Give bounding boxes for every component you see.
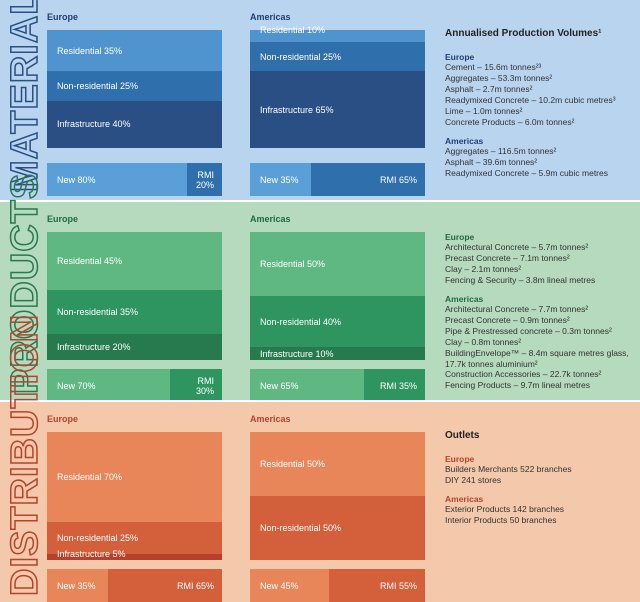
notes-item: Readymixed Concrete – 10.2m cubic metres… — [445, 95, 616, 105]
notes-item: Fencing & Security – 3.8m lineal metres — [445, 275, 596, 285]
segment-label: Non-residential 40% — [260, 316, 342, 327]
segment-label: Residential 50% — [260, 459, 326, 469]
notes-item: Concrete Products – 6.0m tonnes² — [445, 117, 575, 127]
notes-item: Pipe & Prestressed concrete – 0.3m tonne… — [445, 326, 612, 336]
segment-label: Residential 70% — [57, 471, 123, 482]
segment-label: Residential 10% — [260, 25, 326, 35]
notes-item: Construction Accessories – 22.7k tonnes² — [445, 369, 602, 379]
segment: Infrastructure 5% — [47, 549, 222, 560]
segment-label: Non-residential 35% — [57, 306, 139, 317]
split-bar: RMI 55% — [328, 569, 425, 602]
notes-heading: Americas — [445, 136, 484, 146]
split-bar: New 45% — [250, 569, 329, 602]
segment-label: Non-residential 25% — [260, 51, 342, 62]
notes-item: Clay – 2.1m tonnes² — [445, 264, 522, 274]
section: PRODUCTS Europe Residential 45% Non-residen… — [0, 172, 640, 402]
section: DISTRIBUTION Europe Residential 70% Non-res… — [0, 313, 640, 602]
segment: Non-residential 25% — [47, 521, 222, 554]
split-bar: New 70% — [47, 369, 170, 402]
notes-item: Precast Concrete – 7.1m tonnes² — [445, 253, 570, 263]
notes-item: Aggregates – 116.5m tonnes² — [445, 146, 557, 156]
notes-item: Exterior Products 142 branches — [445, 504, 565, 514]
notes-item: Precast Concrete – 0.9m tonnes² — [445, 315, 570, 325]
split-bar: RMI 65% — [311, 163, 425, 196]
segment: Infrastructure 10% — [250, 347, 425, 360]
segment: Infrastructure 65% — [250, 71, 425, 148]
notes-title: Annualised Production Volumes¹ — [445, 28, 602, 39]
segment-label: Infrastructure 10% — [260, 348, 334, 359]
region-header: Americas — [250, 414, 291, 424]
segment: Residential 50% — [250, 232, 425, 296]
segment-label: Non-residential 25% — [57, 81, 139, 92]
segment: Infrastructure 20% — [47, 334, 222, 360]
split-bar: RMI 35% — [363, 369, 425, 402]
segment: Residential 45% — [47, 232, 222, 290]
segment-label: Non-residential 50% — [260, 523, 342, 533]
notes-item: BuildingEnvelope™ – 8.4m square metres g… — [445, 348, 629, 369]
notes-item: Architectural Concrete – 7.7m tonnes² — [445, 304, 589, 314]
notes-item: Fencing Products – 9.7m lineal metres — [445, 380, 591, 390]
notes-heading: Europe — [445, 454, 475, 464]
segment: Residential 10% — [250, 25, 425, 42]
split-bar: RMI 65% — [108, 569, 222, 602]
notes-item: Clay – 0.8m tonnes² — [445, 337, 522, 347]
segment-label: Infrastructure 5% — [57, 548, 126, 559]
segment-label: Non-residential 25% — [57, 532, 139, 543]
notes-heading: Europe — [445, 52, 475, 62]
segment: Residential 50% — [250, 432, 425, 496]
segment-label: Residential 35% — [57, 45, 123, 56]
segment-label: Residential 50% — [260, 259, 326, 269]
segment-label: Infrastructure 20% — [57, 342, 131, 353]
notes-item: Readymixed Concrete – 5.9m cubic metres — [445, 168, 608, 178]
notes-item: Aggregates – 53.3m tonnes² — [445, 73, 553, 83]
split-bar: RMI 30% — [169, 369, 222, 402]
region-header: Europe — [47, 214, 79, 224]
split-bar: RMI 20% — [187, 163, 222, 196]
section-title: MATERIALS — [3, 0, 47, 193]
segment: Non-residential 40% — [250, 296, 425, 348]
region-header: Americas — [250, 214, 291, 224]
notes-item: Architectural Concrete – 5.7m tonnes² — [445, 242, 589, 252]
notes-item: Cement – 15.6m tonnes²³ — [445, 62, 542, 72]
segment: Residential 35% — [47, 30, 222, 72]
section-title: DISTRIBUTION — [3, 313, 47, 597]
notes-item: Asphalt – 39.6m tonnes² — [445, 157, 538, 167]
notes-heading: Americas — [445, 294, 484, 304]
segment-label: Residential 45% — [57, 255, 123, 266]
segment: Infrastructure 40% — [47, 100, 222, 148]
notes-item: Interior Products 50 branches — [445, 515, 557, 525]
notes-heading: Europe — [445, 232, 475, 242]
notes-item: Builders Merchants 522 branches — [445, 464, 572, 474]
section: MATERIALS Europe Residential 35% Non-reside… — [0, 0, 640, 200]
region-header: Europe — [47, 12, 79, 22]
region-header: Americas — [250, 12, 291, 22]
segment: Non-residential 35% — [47, 289, 222, 335]
notes-item: Lime – 1.0m tonnes² — [445, 106, 523, 116]
segment: Non-residential 25% — [47, 71, 222, 101]
split-bar: New 35% — [47, 569, 109, 602]
region-header: Europe — [47, 414, 79, 424]
segment: Non-residential 50% — [250, 496, 425, 560]
notes-item: DIY 241 stores — [445, 475, 502, 485]
notes-heading: Americas — [445, 494, 484, 504]
notes-item: Asphalt – 2.7m tonnes² — [445, 84, 533, 94]
notes-title: Outlets — [445, 430, 480, 441]
segment: Non-residential 25% — [250, 41, 425, 72]
segment: Residential 70% — [47, 432, 222, 522]
segment-label: Infrastructure 40% — [57, 119, 131, 130]
split-bar: New 35% — [250, 163, 312, 196]
split-bar: New 80% — [47, 163, 187, 196]
split-bar: New 65% — [250, 369, 364, 402]
segment-label: Infrastructure 65% — [260, 104, 334, 115]
